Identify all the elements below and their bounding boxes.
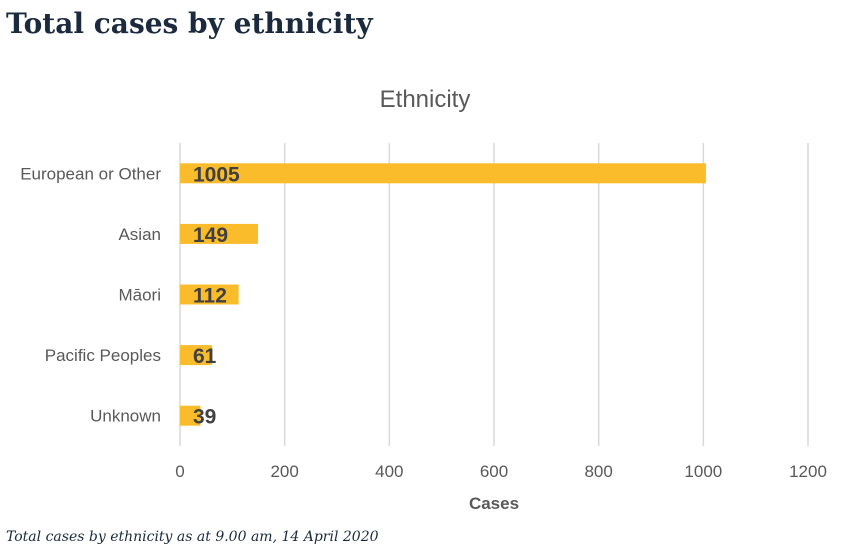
x-tick-label: 1200 [789,462,827,481]
value-label: 61 [193,345,217,368]
bar [180,284,239,305]
category-label: Pacific Peoples [45,346,161,365]
x-tick-label: 400 [375,462,403,481]
bar [180,163,706,184]
category-label: Asian [118,225,161,244]
chart-title: Ethnicity [380,86,471,113]
value-labels: 1005 149 112 61 39 [193,163,240,428]
x-tick-label: 600 [480,462,508,481]
value-label: 149 [193,224,228,247]
bar [180,223,258,244]
x-tick-labels: 0 200 400 600 800 1000 1200 [175,462,827,481]
x-tick-label: 1000 [684,462,722,481]
x-axis-label: Cases [469,494,519,513]
bar [180,405,201,426]
chart-caption: Total cases by ethnicity as at 9.00 am, … [6,529,379,545]
category-label: Māori [118,286,161,305]
x-tick-label: 200 [270,462,298,481]
bars [180,163,706,426]
bar [180,345,212,366]
category-labels: European or Other Asian Māori Pacific Peopl… [20,164,161,425]
value-label: 112 [193,285,227,308]
value-label: 1005 [193,163,240,186]
page-heading: Total cases by ethnicity [6,7,373,40]
category-label: Unknown [90,407,161,426]
x-tick-label: 800 [584,462,612,481]
value-label: 39 [193,406,216,429]
category-label: European or Other [20,164,161,183]
gridlines [179,143,809,446]
x-tick-label: 0 [175,462,184,481]
